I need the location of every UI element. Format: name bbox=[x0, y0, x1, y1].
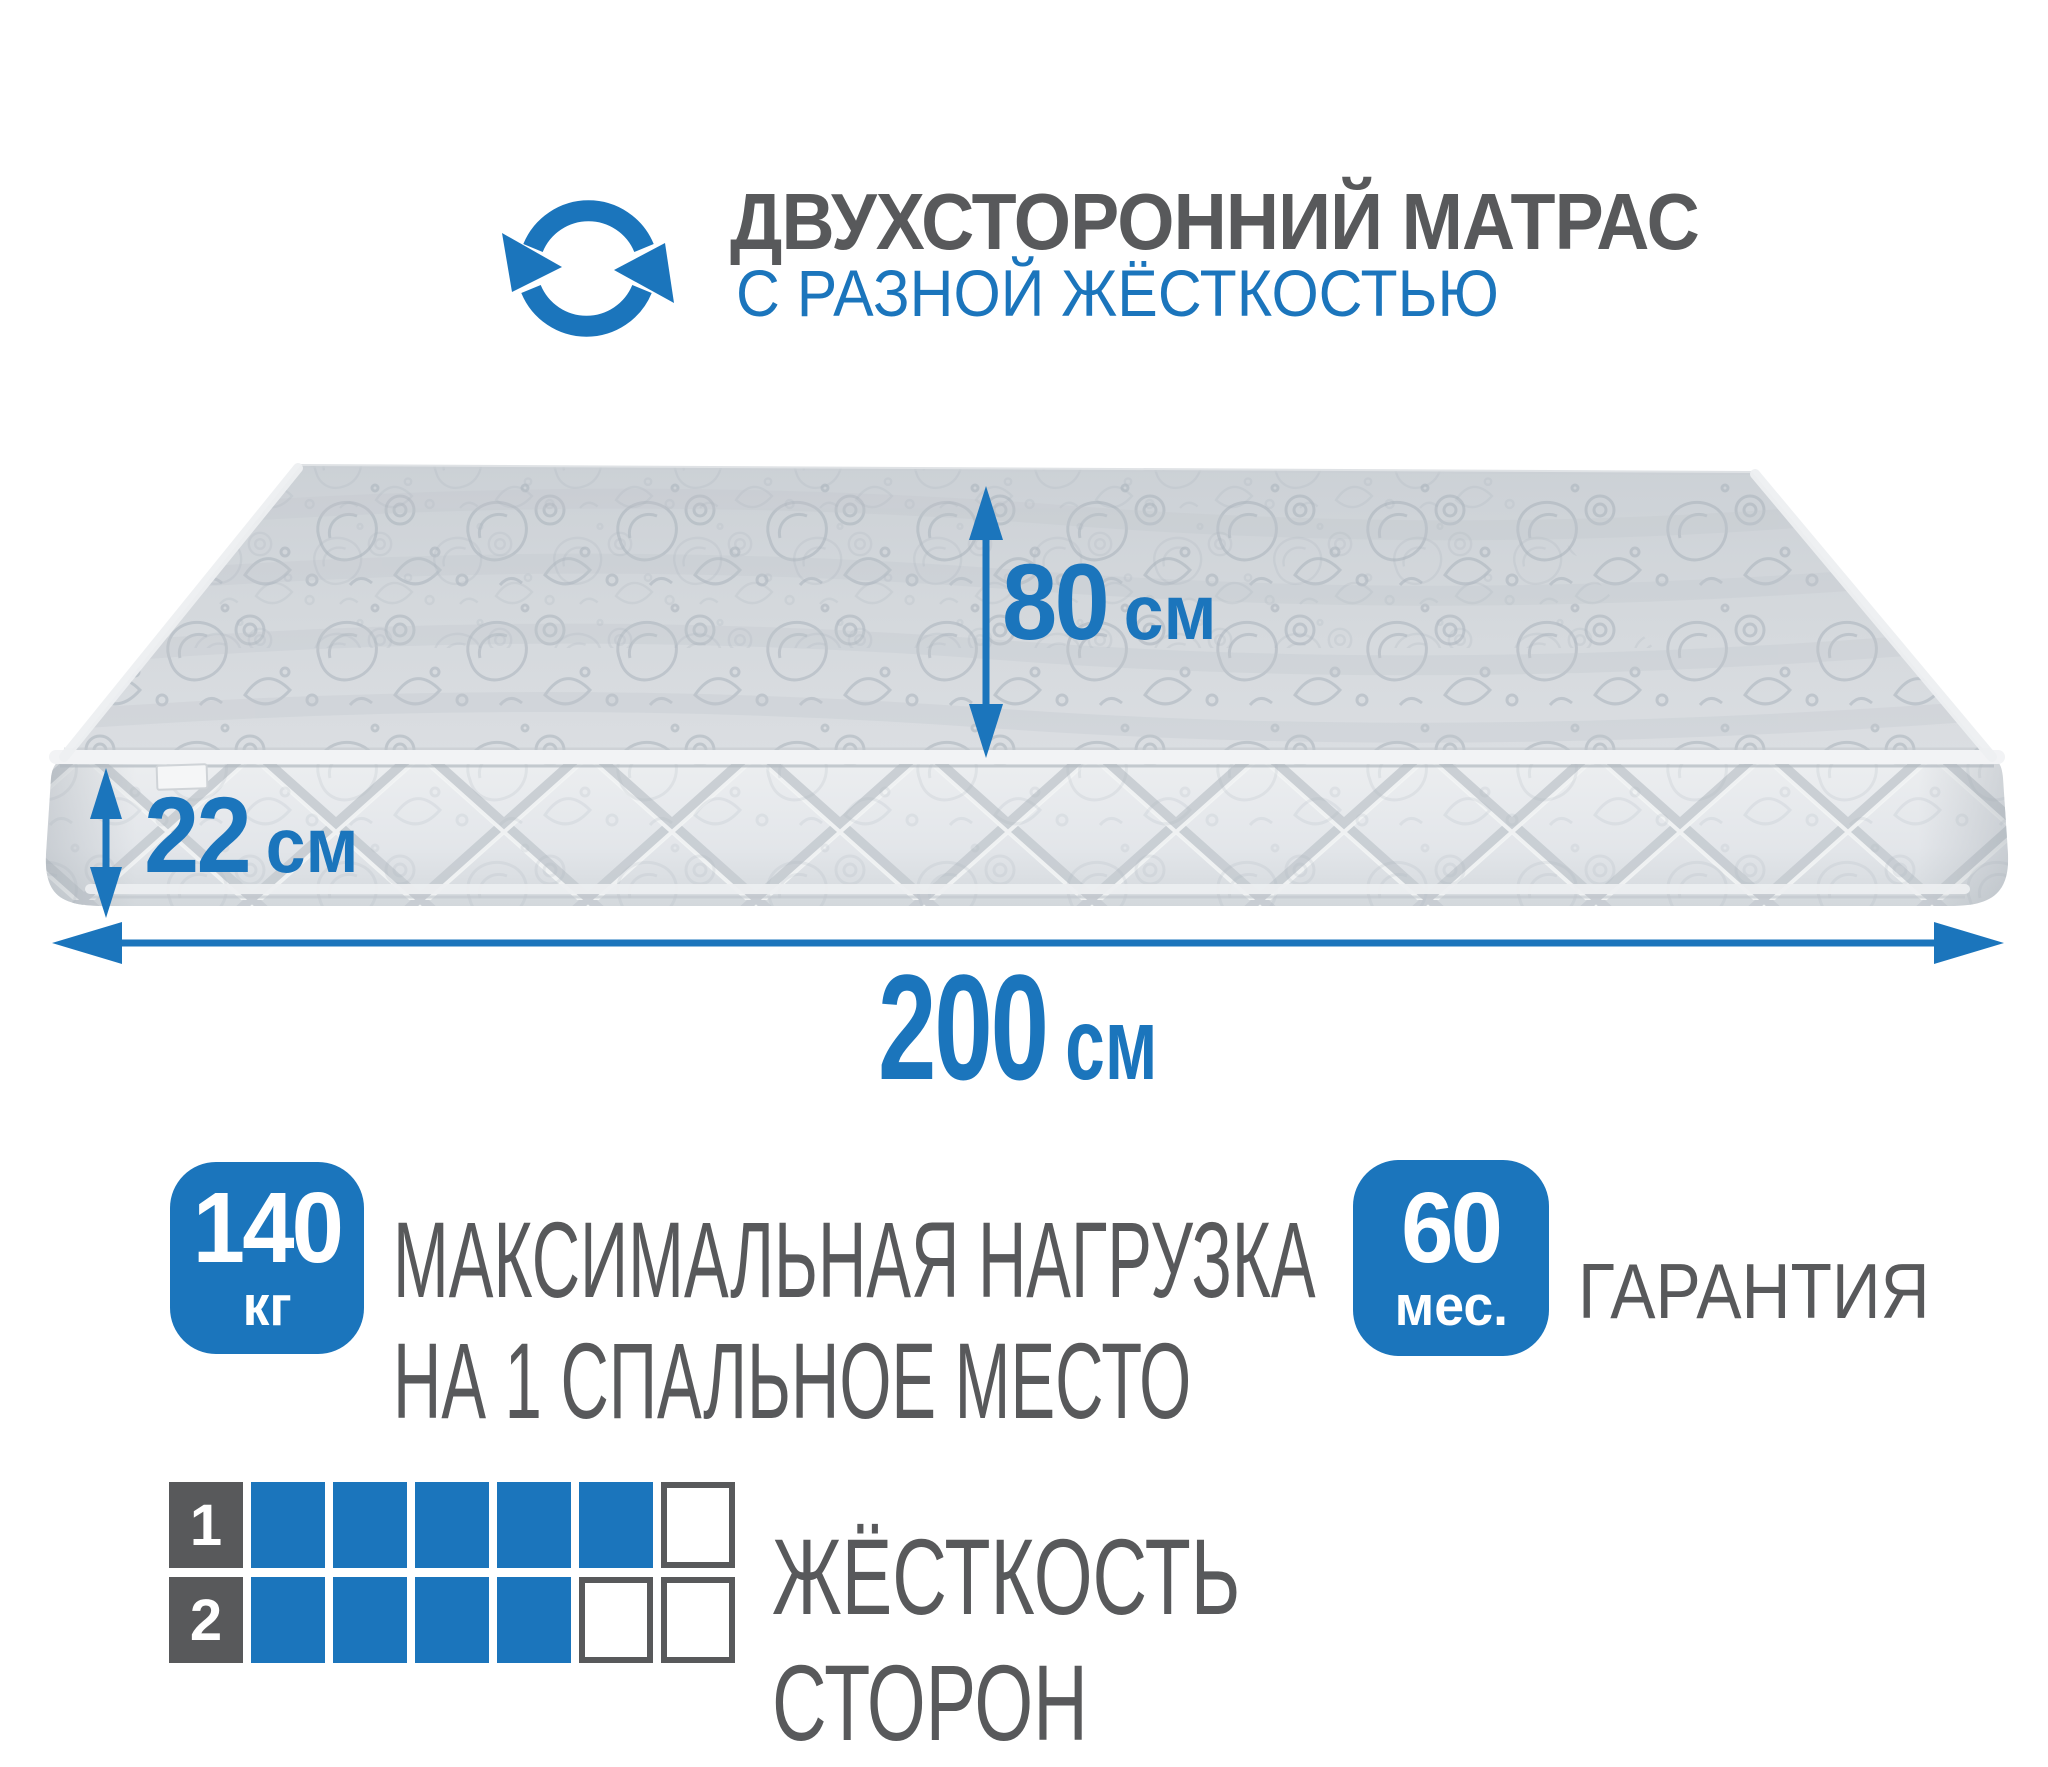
max-load-caption-line2: НА 1 СПАЛЬНОЕ МЕСТО bbox=[393, 1319, 1192, 1441]
width-value: 80 bbox=[1002, 541, 1110, 662]
mattress-side bbox=[45, 760, 2009, 906]
width-unit: см bbox=[1123, 568, 1217, 656]
warranty-value: 60 bbox=[1401, 1171, 1504, 1284]
firmness-row-label: 2 bbox=[169, 1577, 243, 1663]
thickness-dimension-arrow bbox=[90, 768, 122, 918]
firmness-cell-filled bbox=[333, 1482, 407, 1568]
warranty-unit: мес. bbox=[1394, 1273, 1508, 1338]
firmness-row-side2: 2 bbox=[169, 1577, 735, 1663]
mattress-piping bbox=[49, 463, 2005, 768]
thickness-unit: см bbox=[265, 801, 359, 889]
thickness-dimension-label: 22 см bbox=[144, 781, 359, 889]
firmness-scale-caption: ЖЁСТКОСТЬ СТОРОН bbox=[772, 1514, 1240, 1767]
firmness-scale: 1 2 bbox=[169, 1482, 735, 1672]
mattress-top-surface bbox=[64, 464, 1992, 760]
length-unit: см bbox=[1065, 987, 1158, 1101]
firmness-cell-filled bbox=[251, 1577, 325, 1663]
max-load-unit: кг bbox=[242, 1273, 292, 1338]
firmness-cell-empty bbox=[661, 1577, 735, 1663]
length-dimension-label: 200 см bbox=[878, 952, 1158, 1102]
firmness-caption-line2: СТОРОН bbox=[772, 1642, 1088, 1764]
firmness-cell-filled bbox=[497, 1577, 571, 1663]
max-load-badge: 140 кг bbox=[170, 1162, 364, 1354]
thickness-value: 22 bbox=[144, 774, 252, 895]
warranty-badge: 60 мес. bbox=[1353, 1160, 1549, 1356]
firmness-cell-filled bbox=[415, 1482, 489, 1568]
width-dimension-arrow bbox=[969, 486, 1003, 758]
firmness-cell-filled bbox=[251, 1482, 325, 1568]
firmness-cell-filled bbox=[333, 1577, 407, 1663]
firmness-cell-filled bbox=[415, 1577, 489, 1663]
max-load-caption: МАКСИМАЛЬНАЯ НАГРУЗКА НА 1 СПАЛЬНОЕ МЕСТ… bbox=[393, 1199, 1316, 1442]
firmness-cell-empty bbox=[579, 1577, 653, 1663]
page-title: ДВУХСТОРОННИЙ МАТРАС bbox=[730, 177, 1700, 266]
firmness-caption-line1: ЖЁСТКОСТЬ bbox=[772, 1516, 1241, 1637]
mattress-tag-label bbox=[155, 763, 209, 791]
max-load-value: 140 bbox=[192, 1171, 344, 1284]
firmness-row-label: 1 bbox=[169, 1482, 243, 1568]
max-load-caption-line1: МАКСИМАЛЬНАЯ НАГРУЗКА bbox=[393, 1199, 1316, 1320]
firmness-cell-filled bbox=[579, 1482, 653, 1568]
length-value: 200 bbox=[878, 943, 1049, 1111]
rotate-arrows-icon bbox=[502, 200, 674, 337]
width-dimension-label: 80 см bbox=[1002, 548, 1217, 656]
warranty-caption: ГАРАНТИЯ bbox=[1578, 1247, 1930, 1335]
firmness-cell-empty bbox=[661, 1482, 735, 1568]
firmness-row-side1: 1 bbox=[169, 1482, 735, 1568]
firmness-cell-filled bbox=[497, 1482, 571, 1568]
length-dimension-arrow bbox=[52, 922, 2004, 964]
warranty-caption-line1: ГАРАНТИЯ bbox=[1578, 1247, 1930, 1335]
page-subtitle: С РАЗНОЙ ЖЁСТКОСТЬЮ bbox=[736, 256, 1499, 330]
mattress-illustration bbox=[45, 463, 2009, 964]
